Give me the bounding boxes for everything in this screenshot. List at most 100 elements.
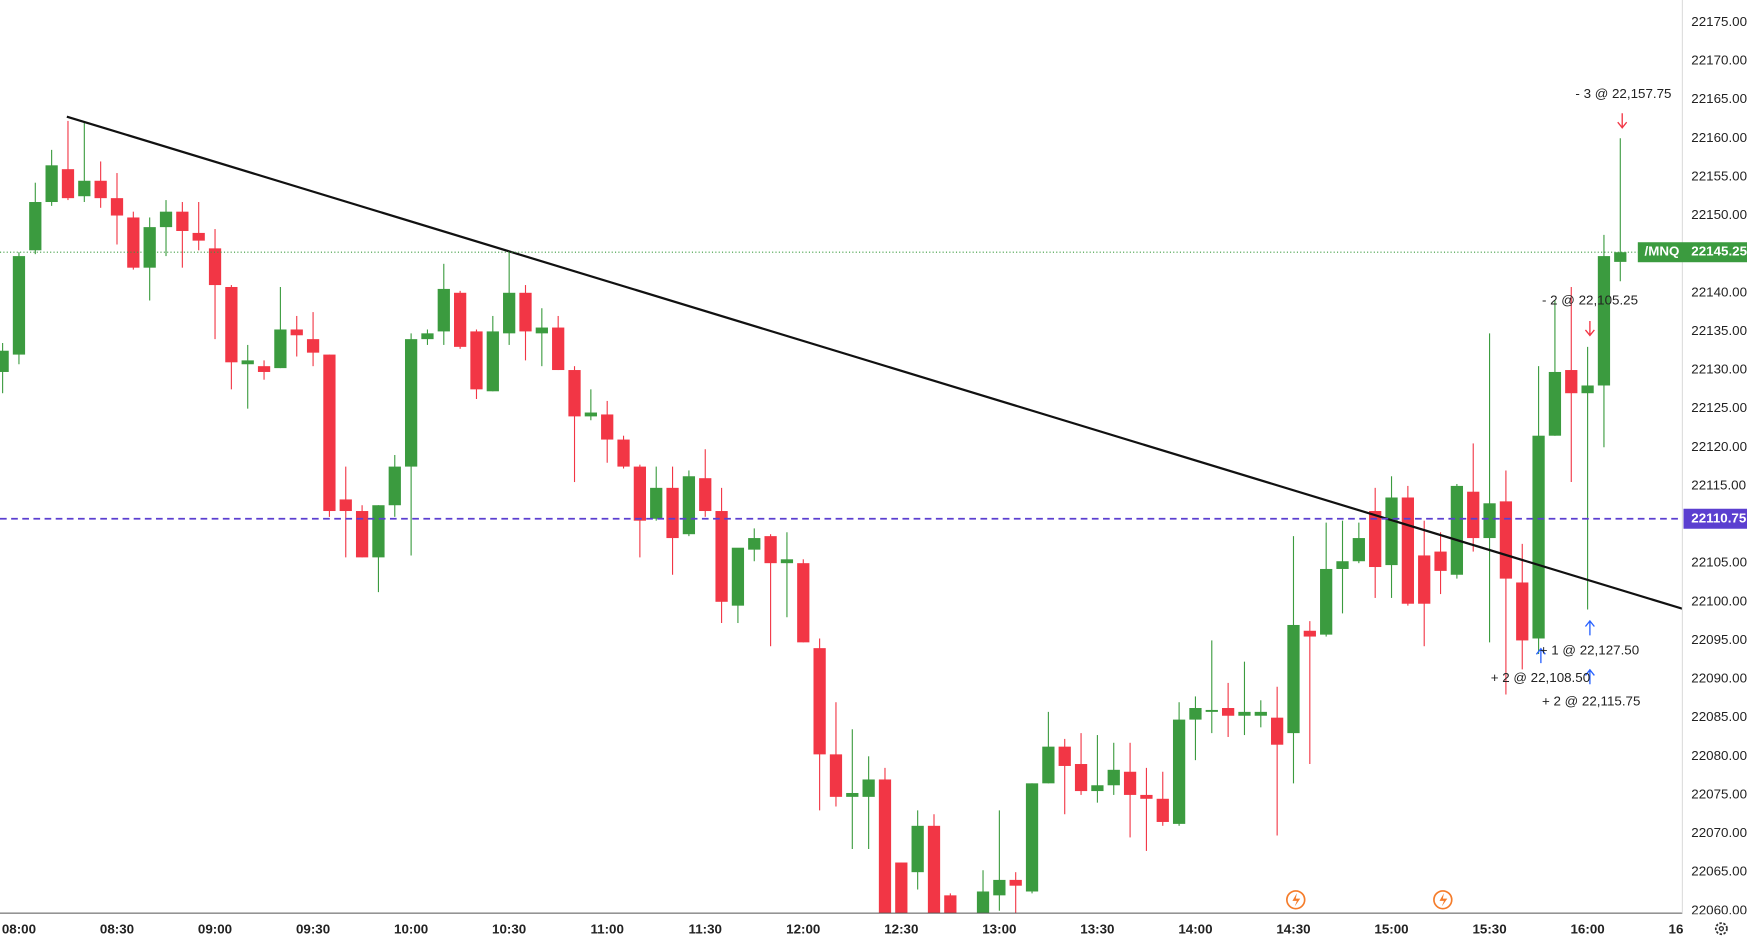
candle-body bbox=[601, 414, 614, 440]
candle-body bbox=[355, 511, 369, 558]
candle-body bbox=[290, 329, 303, 336]
event-icons bbox=[1286, 890, 1453, 910]
buy-arrow bbox=[1584, 619, 1595, 636]
candle-body bbox=[372, 505, 385, 558]
candle-body bbox=[388, 466, 401, 506]
candle-body bbox=[0, 350, 9, 372]
candle-body bbox=[568, 370, 581, 417]
y-tick-label: 22150.00 bbox=[1691, 207, 1747, 222]
candle-body bbox=[1401, 497, 1414, 604]
x-tick-label: 08:00 bbox=[2, 921, 36, 936]
candle-body bbox=[78, 180, 91, 197]
candle-body bbox=[1009, 879, 1022, 886]
candle-body bbox=[486, 331, 499, 392]
candle-body bbox=[61, 169, 75, 199]
y-tick-label: 22140.00 bbox=[1691, 284, 1747, 299]
x-tick-label: 10:30 bbox=[492, 921, 526, 936]
candle-body bbox=[1025, 783, 1039, 892]
y-tick-label: 22135.00 bbox=[1691, 323, 1747, 338]
candle-body bbox=[813, 648, 826, 755]
candle-body bbox=[699, 478, 712, 512]
y-tick-label: 22175.00 bbox=[1691, 14, 1747, 29]
candle-body bbox=[176, 211, 189, 231]
candle-body bbox=[306, 339, 320, 353]
y-tick-label: 22080.00 bbox=[1691, 748, 1747, 763]
candle-body bbox=[1091, 785, 1104, 792]
y-tick-label: 22165.00 bbox=[1691, 91, 1747, 106]
y-tick-label: 22170.00 bbox=[1691, 53, 1747, 68]
candle-body bbox=[421, 333, 434, 340]
x-tick-label: 16:00 bbox=[1571, 921, 1605, 936]
candle-body bbox=[1074, 764, 1088, 792]
y-tick-label: 22125.00 bbox=[1691, 400, 1747, 415]
x-tick-label: 08:30 bbox=[100, 921, 134, 936]
price-line-label: 22110.75 bbox=[1691, 510, 1747, 525]
candle-body bbox=[208, 248, 222, 286]
y-tick-label: 22065.00 bbox=[1691, 864, 1747, 879]
x-tick-label: 14:30 bbox=[1276, 921, 1310, 936]
candle-body bbox=[797, 563, 810, 643]
candle-body bbox=[225, 286, 238, 363]
candle-body bbox=[1369, 511, 1382, 568]
candle-body bbox=[780, 559, 794, 564]
sell-arrow bbox=[1584, 321, 1595, 337]
candle-body bbox=[731, 547, 745, 606]
candle-body bbox=[1303, 630, 1316, 637]
settings-icon[interactable] bbox=[1714, 922, 1728, 936]
x-tick-label: 11:30 bbox=[689, 921, 722, 936]
candle-body bbox=[470, 331, 483, 390]
symbol-label: /MNQ bbox=[1644, 244, 1679, 259]
x-tick-label: 15:00 bbox=[1374, 921, 1408, 936]
candle-body bbox=[1156, 798, 1169, 822]
candle-body bbox=[1320, 568, 1333, 635]
candle-body bbox=[944, 895, 957, 914]
candle-body bbox=[911, 825, 924, 873]
candle-body bbox=[584, 412, 597, 417]
candle-body bbox=[1418, 555, 1431, 604]
candle-body bbox=[1238, 711, 1251, 716]
x-tick-label: 13:30 bbox=[1080, 921, 1114, 936]
candle-body bbox=[552, 327, 565, 371]
candle-body bbox=[535, 327, 548, 334]
candle-body bbox=[94, 180, 107, 199]
candle-body bbox=[682, 476, 696, 535]
candle-body bbox=[1467, 491, 1480, 539]
event-icon-bolt bbox=[1292, 893, 1301, 907]
x-tick-label: 10:00 bbox=[394, 921, 428, 936]
buy-arrow bbox=[1535, 647, 1546, 664]
settings-icon-hole bbox=[1718, 926, 1725, 932]
trend-line[interactable] bbox=[66, 115, 1683, 610]
candle-body bbox=[1450, 485, 1464, 575]
candle-body bbox=[404, 339, 418, 467]
candle-body bbox=[1287, 624, 1300, 734]
candle-body bbox=[878, 779, 892, 914]
x-tick-label: 13:00 bbox=[982, 921, 1016, 936]
candle-body bbox=[715, 511, 728, 602]
y-tick-label: 22090.00 bbox=[1691, 671, 1747, 686]
candle-body bbox=[666, 487, 679, 539]
trade-label: - 3 @ 22,157.75 bbox=[1575, 86, 1671, 101]
candle-body bbox=[1254, 711, 1267, 716]
y-tick-label: 22120.00 bbox=[1691, 439, 1747, 454]
trade-label: - 2 @ 22,105.25 bbox=[1542, 293, 1638, 308]
candle-body bbox=[29, 202, 42, 251]
trade-label: + 1 @ 22,127.50 bbox=[1540, 643, 1639, 658]
event-icon-bolt bbox=[1439, 893, 1448, 907]
y-tick-label: 22070.00 bbox=[1691, 825, 1747, 840]
y-tick-label: 22130.00 bbox=[1691, 362, 1747, 377]
sell-arrow bbox=[1617, 113, 1628, 129]
x-tick-label: 14:00 bbox=[1178, 921, 1212, 936]
x-tick-label: 11:00 bbox=[590, 921, 623, 936]
candle-body bbox=[1058, 746, 1071, 766]
candle-body bbox=[1205, 709, 1218, 712]
candle-body bbox=[895, 862, 908, 914]
candle-body bbox=[1597, 256, 1611, 386]
y-tick-label: 22075.00 bbox=[1691, 786, 1747, 801]
y-tick-label: 22085.00 bbox=[1691, 709, 1747, 724]
candle-body bbox=[1614, 252, 1627, 262]
candle-body bbox=[650, 487, 663, 519]
candle-body bbox=[1434, 551, 1447, 571]
y-tick-label: 22160.00 bbox=[1691, 130, 1747, 145]
